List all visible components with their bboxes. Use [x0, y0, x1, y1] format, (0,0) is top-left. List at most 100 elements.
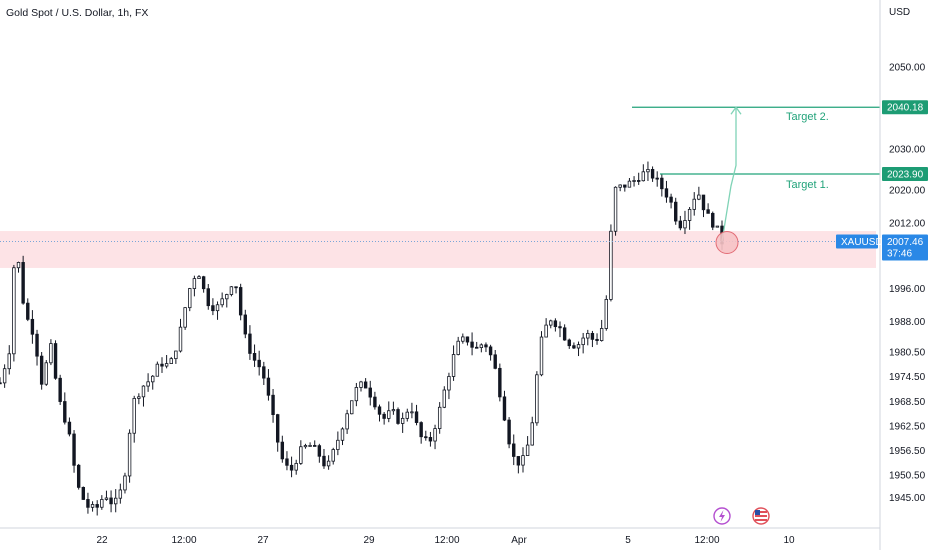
- candle-body: [201, 276, 206, 290]
- candle-body: [238, 287, 243, 316]
- candle-body: [530, 422, 534, 446]
- candle-body: [90, 504, 95, 508]
- candle-body: [553, 320, 558, 328]
- time-tick-label: 12:00: [171, 535, 196, 546]
- candle: [123, 472, 127, 494]
- candle-body: [636, 180, 641, 182]
- candle: [350, 400, 354, 415]
- candle-body: [437, 406, 442, 429]
- us-flag-icon[interactable]: [752, 507, 770, 525]
- candle: [447, 372, 451, 400]
- candle-body: [39, 355, 44, 385]
- candle-body: [67, 421, 72, 435]
- candle: [530, 416, 534, 446]
- candle: [2, 364, 7, 388]
- candle-body: [229, 286, 234, 295]
- price-tick-label: 2050.00: [889, 62, 926, 73]
- candle-body: [701, 194, 706, 211]
- candle: [303, 443, 308, 449]
- candle-body: [692, 198, 696, 210]
- candle-body: [30, 318, 35, 335]
- candle: [266, 369, 271, 401]
- candle: [104, 490, 109, 501]
- candle: [368, 380, 372, 406]
- candle: [456, 336, 460, 356]
- candle-body: [549, 320, 553, 326]
- candle-body: [660, 177, 664, 190]
- candle-body: [192, 278, 197, 289]
- candle: [225, 293, 229, 308]
- candle: [183, 307, 187, 330]
- candle-body: [289, 464, 294, 471]
- candle: [641, 164, 646, 182]
- candle-body: [479, 344, 484, 348]
- candle: [164, 355, 169, 369]
- candle: [512, 434, 516, 466]
- candle-body: [336, 439, 340, 450]
- candle: [599, 319, 604, 342]
- candle-body: [697, 194, 701, 200]
- candle-body: [275, 414, 280, 443]
- candle-body: [646, 169, 650, 173]
- price-tick-label: 1988.00: [889, 317, 926, 328]
- candle-body: [252, 353, 257, 361]
- candle-body: [544, 324, 548, 338]
- candle: [0, 377, 2, 385]
- candle-body: [377, 406, 382, 415]
- candle: [465, 336, 470, 346]
- time-tick-label: Apr: [511, 535, 527, 546]
- currency-label: USD: [889, 7, 910, 18]
- chart-title: Gold Spot / U.S. Dollar, 1h, FX: [6, 7, 149, 19]
- candle: [322, 448, 326, 469]
- lightning-icon[interactable]: [713, 507, 731, 525]
- candle: [525, 436, 530, 456]
- candle-body: [516, 456, 521, 466]
- candle: [539, 331, 544, 377]
- price-tick-label: 1956.50: [889, 446, 926, 457]
- candle-body: [81, 486, 86, 500]
- candle: [581, 332, 585, 354]
- candle-body: [197, 276, 201, 279]
- candle-body: [100, 499, 104, 508]
- candle-body: [141, 385, 146, 398]
- candle: [58, 374, 62, 405]
- candle-body: [562, 327, 567, 341]
- candle-body: [424, 436, 428, 439]
- candle-body: [160, 363, 164, 367]
- candle: [479, 343, 484, 353]
- candle: [562, 324, 567, 341]
- candle-body: [16, 262, 21, 269]
- candle: [7, 345, 11, 375]
- candle: [451, 345, 456, 381]
- candle: [206, 284, 210, 310]
- candle: [141, 385, 146, 407]
- candle: [114, 489, 118, 513]
- candle-body: [248, 333, 252, 354]
- candle-body: [655, 177, 659, 180]
- candle: [86, 492, 90, 514]
- candle: [169, 356, 173, 364]
- time-tick-label: 10: [783, 535, 795, 546]
- candle-body: [257, 359, 261, 368]
- candle-body: [326, 460, 331, 467]
- candle-body: [294, 463, 298, 471]
- candle-body: [0, 382, 2, 385]
- candle-body: [340, 428, 345, 441]
- candle: [544, 318, 548, 338]
- candle: [248, 325, 252, 360]
- candle: [373, 391, 377, 410]
- candle-body: [470, 341, 474, 348]
- candle-body: [567, 339, 571, 347]
- current-price-tag-bg: [882, 234, 928, 261]
- candle-body: [442, 389, 447, 408]
- candle: [308, 442, 312, 447]
- candle-body: [220, 298, 224, 306]
- candle-body: [169, 358, 173, 364]
- symbol-tag-bg: [836, 234, 878, 249]
- candle: [701, 194, 706, 218]
- candle: [359, 380, 363, 392]
- time-tick-label: 5: [625, 535, 631, 546]
- candle: [576, 341, 581, 357]
- candle: [461, 333, 465, 344]
